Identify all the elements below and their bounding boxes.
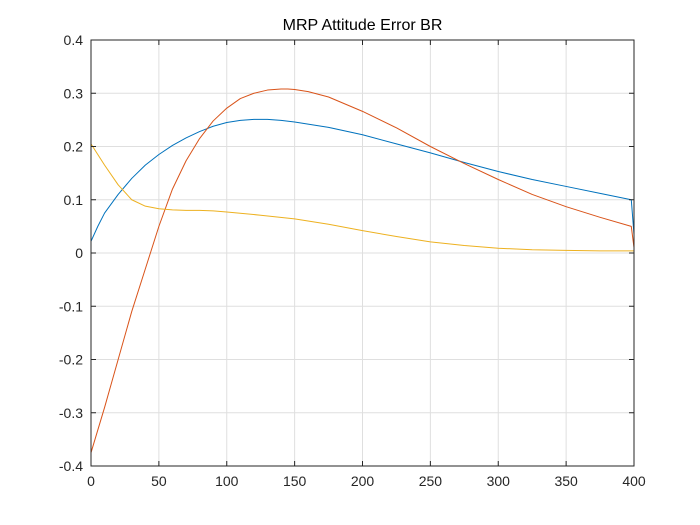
ticks: 0 50 100 150 200 250 300 350 400 -0.4 -0.3 -0.2 -0.1…	[59, 32, 646, 489]
y-tick-label: 0.2	[64, 139, 84, 155]
x-tick-label: 50	[151, 473, 167, 489]
series-line-1	[90, 118, 635, 242]
x-tick-label: 250	[419, 473, 443, 489]
y-tick-label: -0.4	[59, 458, 83, 474]
series-line-3	[90, 143, 635, 252]
x-tick-label: 100	[215, 473, 239, 489]
y-tick-label: -0.2	[59, 352, 83, 368]
x-tick-label: 350	[554, 473, 578, 489]
y-tick-label: -0.1	[59, 298, 83, 314]
x-tick-label: 300	[487, 473, 511, 489]
y-tick-label: 0.4	[64, 32, 84, 48]
x-tick-label: 400	[622, 473, 646, 489]
x-tick-label: 150	[283, 473, 307, 489]
chart-title: MRP Attitude Error BR	[283, 17, 443, 34]
y-tick-label: 0.3	[64, 85, 84, 101]
series-line-2	[90, 88, 635, 454]
series-layer	[90, 88, 635, 454]
y-tick-label: -0.3	[59, 405, 83, 421]
x-tick-label: 200	[351, 473, 375, 489]
x-tick-label: 0	[87, 473, 95, 489]
y-tick-label: 0	[75, 245, 83, 261]
y-tick-label: 0.1	[64, 192, 84, 208]
